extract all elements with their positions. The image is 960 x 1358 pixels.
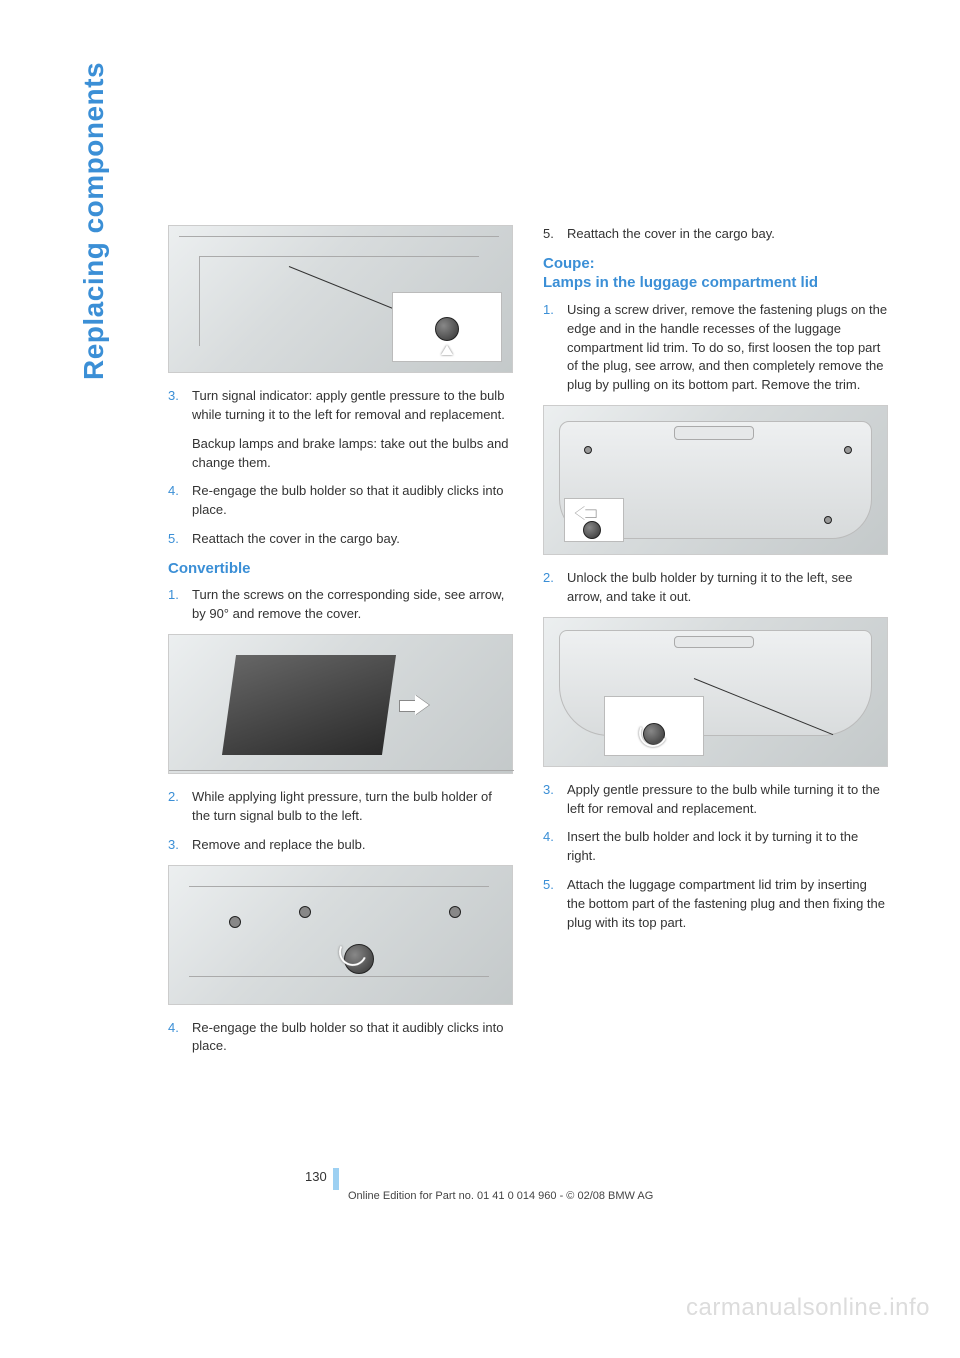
step-2: 2.While applying light pressure, turn th… — [168, 788, 513, 826]
rotate-arrow-icon — [635, 715, 671, 751]
step-1r: 1.Using a screw driver, remove the faste… — [543, 301, 888, 395]
step-number: 4. — [168, 482, 192, 520]
figure-bulb-holder — [168, 865, 513, 1005]
step-text: Turn signal indicator: apply gentle pres… — [192, 387, 513, 425]
steps-list-r2: 1.Using a screw driver, remove the faste… — [543, 301, 888, 395]
step-text: Re-engage the bulb holder so that it aud… — [192, 482, 513, 520]
step-text: Re-engage the bulb holder so that it aud… — [192, 1019, 513, 1057]
step-3: 3.Turn signal indicator: apply gentle pr… — [168, 387, 513, 425]
footer-text: Online Edition for Part no. 01 41 0 014 … — [348, 1190, 653, 1202]
step-5: 5.Reattach the cover in the cargo bay. — [168, 530, 513, 549]
step-4: 4.Re-engage the bulb holder so that it a… — [168, 482, 513, 520]
step-number: 5. — [543, 876, 567, 933]
step-number: 4. — [168, 1019, 192, 1057]
figure-bulb-holder-lid — [543, 617, 888, 767]
figure-cargo-bay — [168, 225, 513, 373]
step-5r2: 5.Attach the luggage compartment lid tri… — [543, 876, 888, 933]
left-column: 3.Turn signal indicator: apply gentle pr… — [168, 225, 513, 1066]
step-4r: 4.Insert the bulb holder and lock it by … — [543, 828, 888, 866]
step-text: Turn the screws on the corresponding sid… — [192, 586, 513, 624]
steps-list-3: 2.While applying light pressure, turn th… — [168, 788, 513, 855]
step-text: Apply gentle pressure to the bulb while … — [567, 781, 888, 819]
step-number: 2. — [168, 788, 192, 826]
step-text: Using a screw driver, remove the fasteni… — [567, 301, 888, 395]
step-text: Reattach the cover in the cargo bay. — [567, 225, 888, 244]
step-text: Attach the luggage compartment lid trim … — [567, 876, 888, 933]
steps-list-r4: 3.Apply gentle pressure to the bulb whil… — [543, 781, 888, 933]
section-side-title: Replacing components — [78, 62, 110, 380]
heading-coupe: Coupe: Lamps in the luggage compartment … — [543, 254, 888, 293]
steps-list-1b: 4.Re-engage the bulb holder so that it a… — [168, 482, 513, 549]
figure-convertible-cover — [168, 634, 513, 774]
step-number: 3. — [168, 836, 192, 855]
steps-list-1: 3.Turn signal indicator: apply gentle pr… — [168, 387, 513, 425]
figure-luggage-lid-trim — [543, 405, 888, 555]
page: Replacing components 3.Turn signal indic… — [0, 0, 960, 1358]
step-number: 1. — [168, 586, 192, 624]
step-text: Remove and replace the bulb. — [192, 836, 513, 855]
step-number: 1. — [543, 301, 567, 395]
step-2r: 2.Unlock the bulb holder by turning it t… — [543, 569, 888, 607]
step-number: 4. — [543, 828, 567, 866]
steps-list-r1: 5.Reattach the cover in the cargo bay. — [543, 225, 888, 244]
step-text: Unlock the bulb holder by turning it to … — [567, 569, 888, 607]
step-number: 3. — [168, 387, 192, 425]
step-number: 5. — [168, 530, 192, 549]
step-3b: 3.Remove and replace the bulb. — [168, 836, 513, 855]
step-1: 1.Turn the screws on the corresponding s… — [168, 586, 513, 624]
page-number-bar — [333, 1168, 339, 1190]
heading-coupe-line1: Coupe: — [543, 255, 595, 272]
heading-convertible: Convertible — [168, 559, 513, 579]
step-number: 5. — [543, 225, 567, 244]
steps-list-r3: 2.Unlock the bulb holder by turning it t… — [543, 569, 888, 607]
right-column: 5.Reattach the cover in the cargo bay. C… — [543, 225, 888, 1066]
step-text: Reattach the cover in the cargo bay. — [192, 530, 513, 549]
step-text: While applying light pressure, turn the … — [192, 788, 513, 826]
steps-list-2: 1.Turn the screws on the corresponding s… — [168, 586, 513, 624]
arrow-right-icon — [399, 695, 429, 715]
heading-coupe-line2: Lamps in the luggage compartment lid — [543, 274, 818, 291]
watermark-text: carmanualsonline.info — [686, 1294, 930, 1322]
step-4b: 4.Re-engage the bulb holder so that it a… — [168, 1019, 513, 1057]
page-number: 130 — [305, 1169, 327, 1184]
steps-list-4: 4.Re-engage the bulb holder so that it a… — [168, 1019, 513, 1057]
content-columns: 3.Turn signal indicator: apply gentle pr… — [168, 225, 888, 1066]
step-3r: 3.Apply gentle pressure to the bulb whil… — [543, 781, 888, 819]
step-3-sub: Backup lamps and brake lamps: take out t… — [192, 435, 513, 473]
step-text: Insert the bulb holder and lock it by tu… — [567, 828, 888, 866]
step-5r: 5.Reattach the cover in the cargo bay. — [543, 225, 888, 244]
step-number: 2. — [543, 569, 567, 607]
step-number: 3. — [543, 781, 567, 819]
arrow-left-icon — [576, 506, 597, 520]
